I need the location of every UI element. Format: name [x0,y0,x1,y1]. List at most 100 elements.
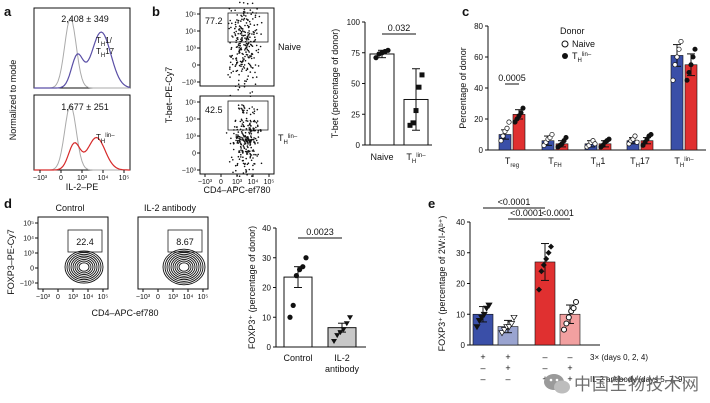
x-category-label: Treg [505,156,519,169]
flow-event [246,39,248,41]
flow-event [246,153,249,155]
data-point [504,125,510,131]
flow-event [231,63,234,66]
data-point [686,69,692,76]
data-point [592,141,598,147]
data-point [674,54,680,60]
flow-event [238,86,241,89]
flow-event [249,64,252,67]
flow-event [243,125,245,128]
gate-value-il2: 8.67 [176,237,194,247]
flow-event [238,158,241,160]
data-point [482,305,491,312]
flow-event [238,50,240,53]
condition-label-row2: IL-2 antibody (days 5, 7, 9) [590,375,686,384]
flow-event [254,120,256,123]
flow-event [250,159,253,162]
y-tick-label: 25 [351,110,360,119]
data-point [334,333,341,339]
flow-event [235,139,237,142]
data-point [634,139,640,145]
flow-event [230,72,233,74]
flow-event [244,49,246,51]
flow-event [237,139,239,142]
flow-event [235,46,238,48]
flow-event [253,150,255,152]
data-point [670,77,676,83]
flow-event [241,39,243,42]
data-point [373,55,379,61]
data-point [672,62,678,68]
histogram-top-value: 2,408 ± 349 [61,14,108,24]
flow-event [256,120,259,122]
flow-event [251,106,253,108]
flow-event [229,76,231,78]
flow-event [242,156,244,158]
flow-event [235,137,238,139]
histogram-bottom-reference [34,104,130,171]
flow-event [249,113,252,116]
data-point [331,339,337,345]
flow-event [238,52,240,54]
flow-event [246,163,249,166]
flow-event [239,128,242,131]
flow-event [245,148,247,151]
flow-event [235,70,238,72]
wechat-icon [544,374,570,394]
flow-event [249,55,251,57]
panel-d-ytick-label: 10³ [24,251,35,258]
flow-event [237,38,239,41]
data-point [536,286,542,293]
y-tick-label: 30 [456,249,465,258]
panel-d-ytick-label: −10³ [20,281,35,288]
panel-a-xticks: −10³ 0 10³ 10⁴ 10⁵ [33,170,129,182]
flow-event [232,70,234,73]
flow-event [234,34,237,37]
flow-event [243,165,246,168]
flow-event [242,133,244,136]
flow-event [253,129,255,132]
contour-ring [162,248,206,286]
flow-event [247,32,249,34]
y-tick-label: 30 [262,254,271,263]
flow-event [249,36,251,38]
flow-event [245,117,248,120]
flow-event [256,155,259,157]
y-tick-label: 0 [479,146,484,155]
flow-event [229,66,231,68]
panel-a-xtick-label: −10³ [33,175,48,182]
flow-event [242,28,244,30]
flow-event [239,141,241,143]
flow-event [246,151,248,153]
panel-a-xtick-label: 0 [59,175,63,182]
data-point [475,318,484,325]
flow-event [239,138,242,140]
bar [369,53,395,146]
flow-event [245,169,247,171]
flow-event [249,122,251,125]
data-point [676,46,682,52]
data-point [303,255,309,261]
flow-event [242,121,245,124]
contour-ring [178,262,190,272]
condition-sign: + [505,363,510,373]
panel-a: a Normalized to mode 2,408 ± 349 TH1/ TH… [4,4,131,192]
condition-sign: – [542,352,547,362]
flow-event [230,156,233,159]
flow-event [249,157,251,159]
flow-event [244,37,246,39]
flow-event [241,139,243,141]
flow-event [235,59,238,61]
flow-event [242,139,245,142]
condition-sign: + [480,352,485,362]
gate-value-naive: 77.2 [205,16,223,26]
condition-label-row1: 3× (days 0, 2, 4) [590,353,648,362]
flow-event [225,132,228,134]
x-category-label: antibody [325,364,360,374]
flow-event [242,66,245,68]
flow-event [230,46,233,49]
flow-event [235,41,237,44]
flow-event [255,153,257,156]
category-label-main: T [591,156,597,166]
